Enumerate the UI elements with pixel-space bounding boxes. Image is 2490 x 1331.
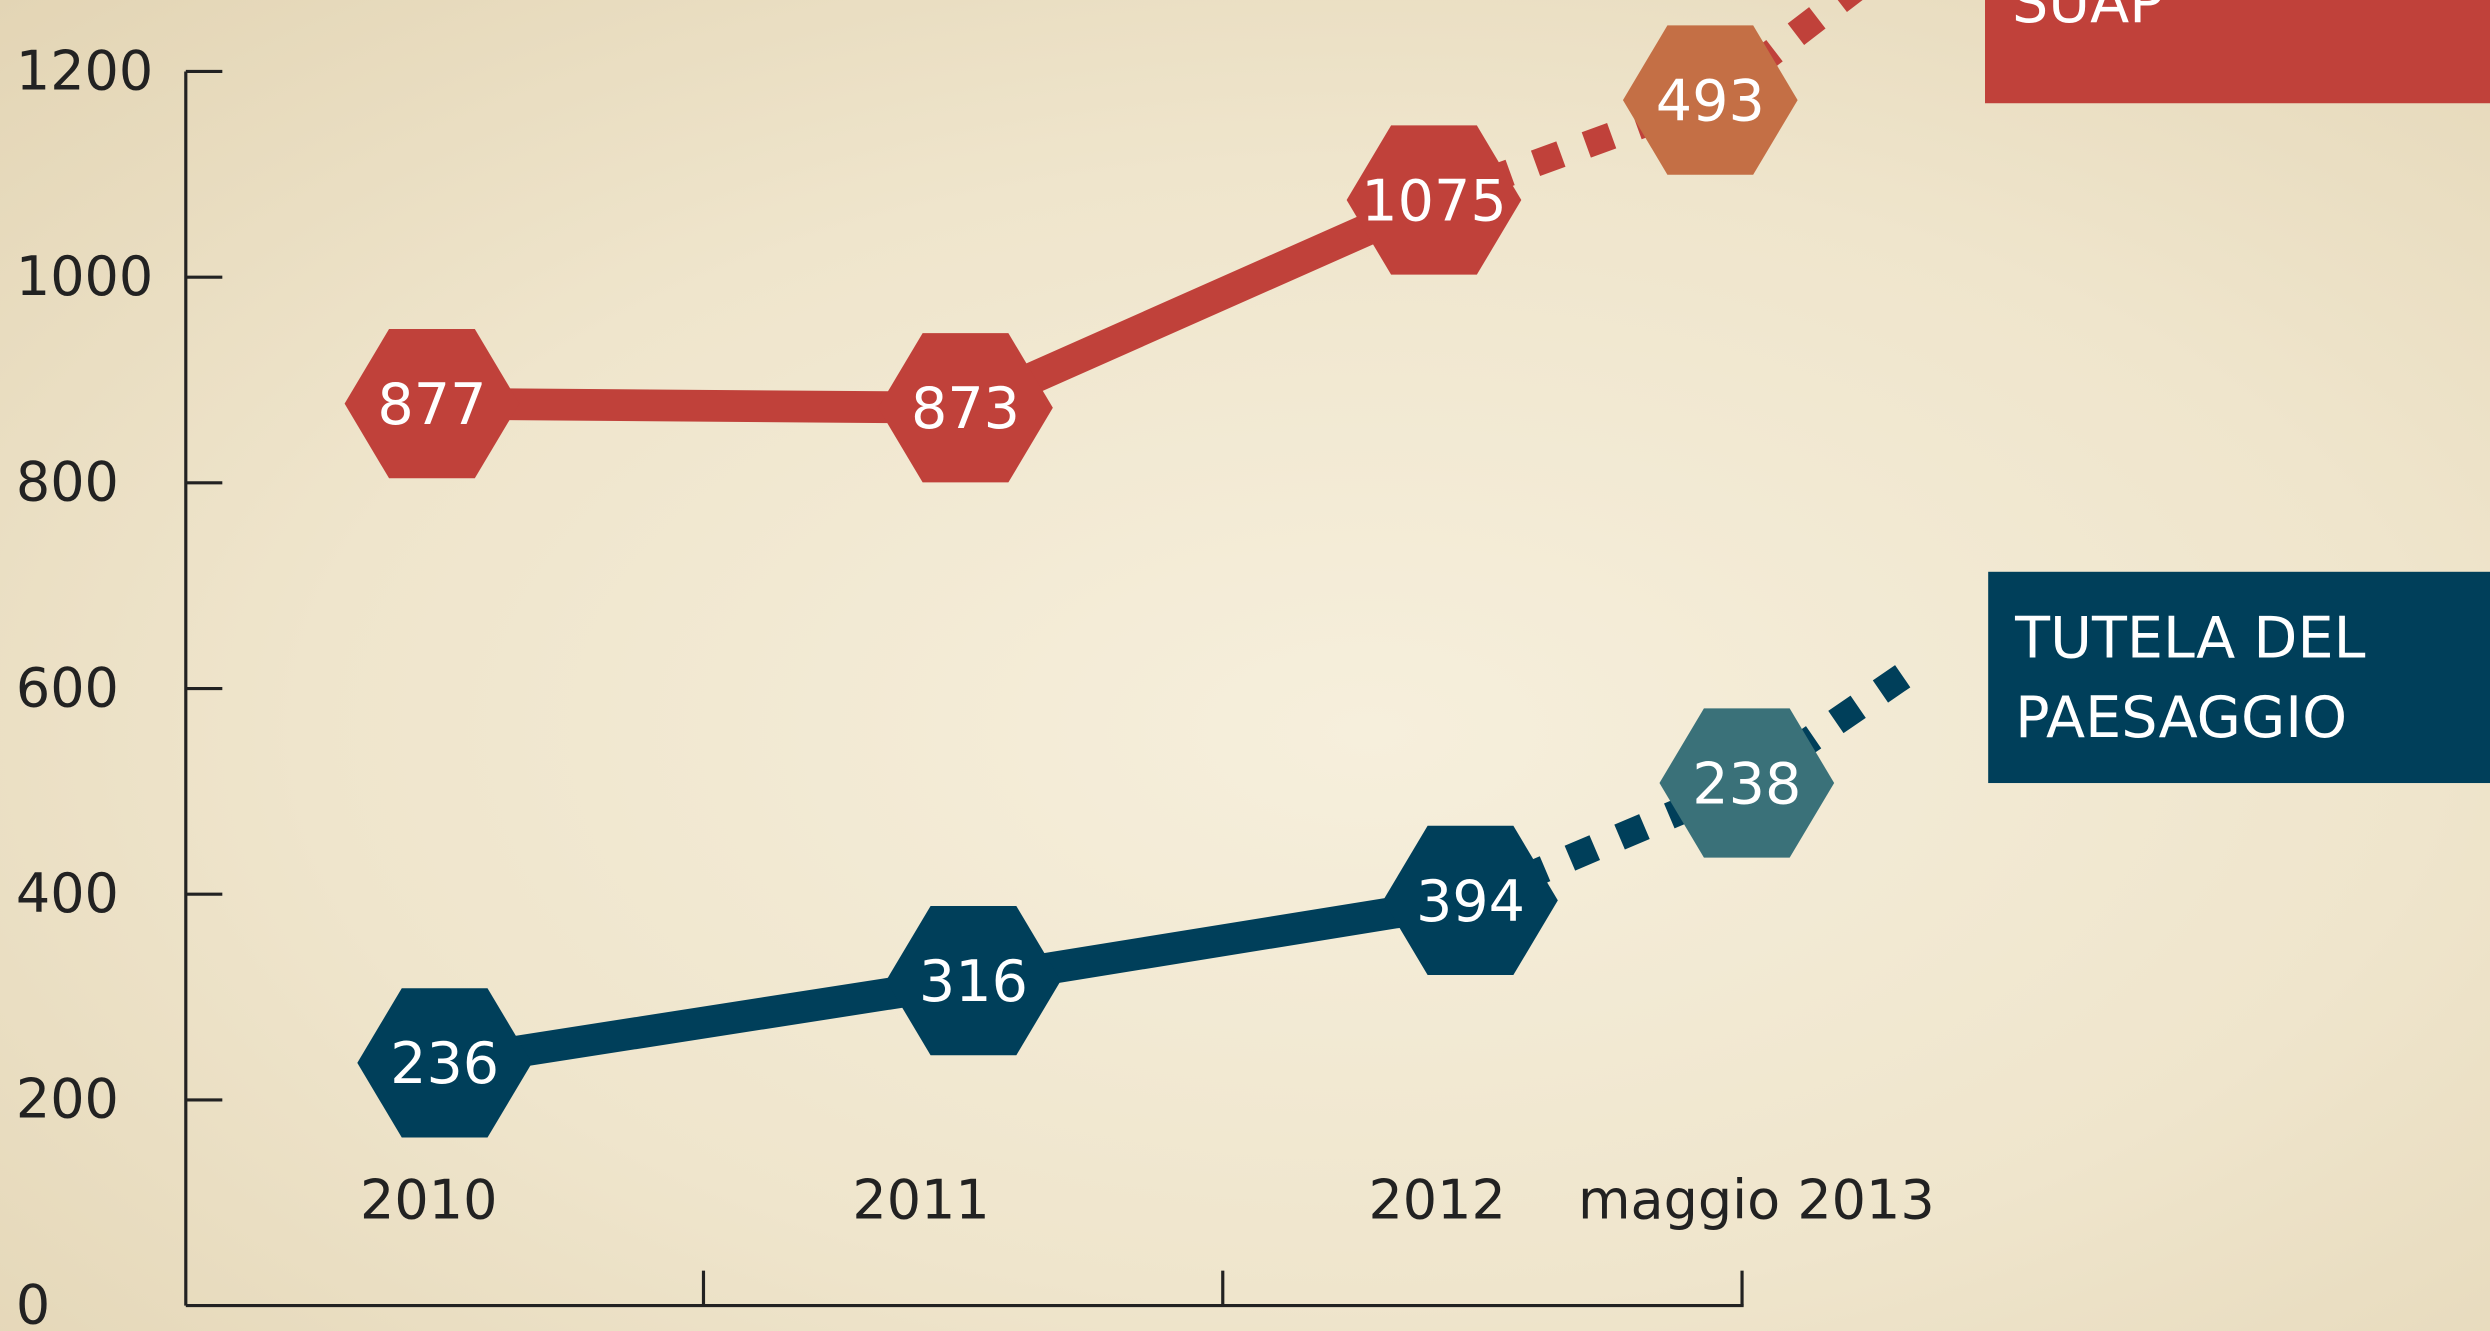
y-tick-label: 600 [16, 656, 119, 719]
y-tick-label: 1000 [16, 245, 153, 308]
value-label: 394 [1416, 869, 1525, 935]
value-label: 236 [390, 1031, 499, 1097]
marker [878, 333, 1053, 483]
marker [886, 905, 1061, 1056]
marker [1346, 125, 1522, 275]
partial-label: 493 [1656, 68, 1765, 134]
y-tick-label: 0 [16, 1273, 50, 1331]
y-tick-label: 400 [16, 862, 119, 925]
x-tick-label: 2012 [1368, 1169, 1505, 1232]
marker [344, 329, 520, 479]
marker [1383, 825, 1558, 976]
partial-hex [1659, 708, 1835, 858]
partial-hex [1622, 25, 1798, 175]
value-label: 1075 [1361, 168, 1506, 234]
projection-dots [1465, 657, 1922, 913]
y-tick-label: 800 [16, 451, 119, 514]
value-label: 316 [919, 949, 1028, 1015]
legend-tutela: TUTELA DEL PAESAGGIO [1988, 571, 2490, 784]
y-tick-label: 200 [16, 1068, 119, 1131]
x-tick-label: 2011 [852, 1169, 989, 1232]
x-tick-label: maggio 2013 [1578, 1169, 1935, 1232]
marker [357, 988, 532, 1138]
legend-suap: SUAP [1985, 0, 2490, 104]
value-label: 877 [377, 372, 486, 438]
y-tick-label: 1200 [16, 39, 153, 102]
x-tick-label: 2010 [360, 1169, 497, 1232]
partial-label: 238 [1692, 751, 1801, 817]
value-label: 873 [911, 376, 1020, 442]
